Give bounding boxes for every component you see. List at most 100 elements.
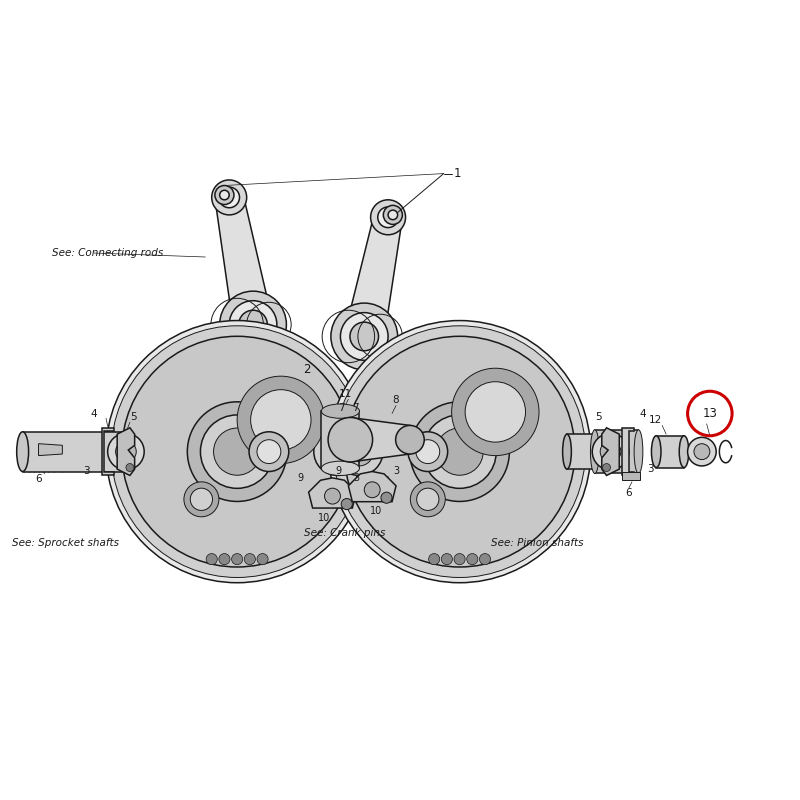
Circle shape xyxy=(370,200,406,234)
Circle shape xyxy=(257,554,268,565)
Ellipse shape xyxy=(17,432,29,471)
Circle shape xyxy=(212,180,246,215)
Ellipse shape xyxy=(328,418,373,462)
Text: 6: 6 xyxy=(626,488,632,498)
Circle shape xyxy=(423,415,496,488)
Circle shape xyxy=(344,336,575,567)
Text: See: Sprocket shafts: See: Sprocket shafts xyxy=(12,538,119,548)
Text: 4: 4 xyxy=(639,409,646,418)
Circle shape xyxy=(214,428,261,475)
Text: 7: 7 xyxy=(352,403,358,413)
Circle shape xyxy=(350,322,378,350)
Circle shape xyxy=(408,432,448,471)
Text: 6: 6 xyxy=(35,474,42,485)
Circle shape xyxy=(215,186,234,205)
Circle shape xyxy=(250,390,311,450)
Polygon shape xyxy=(117,428,134,475)
Circle shape xyxy=(330,444,346,459)
Circle shape xyxy=(436,428,483,475)
Circle shape xyxy=(335,428,383,475)
Circle shape xyxy=(466,554,478,565)
Circle shape xyxy=(378,207,398,228)
Circle shape xyxy=(231,554,242,565)
Circle shape xyxy=(417,488,439,510)
Polygon shape xyxy=(345,214,402,340)
Text: 9: 9 xyxy=(336,466,342,477)
Text: 1: 1 xyxy=(454,167,461,180)
Circle shape xyxy=(341,313,388,360)
Circle shape xyxy=(244,554,255,565)
Circle shape xyxy=(325,488,341,504)
Ellipse shape xyxy=(679,436,689,467)
Circle shape xyxy=(220,291,286,358)
Bar xyxy=(322,411,359,468)
Circle shape xyxy=(442,554,453,565)
Circle shape xyxy=(201,415,274,488)
Ellipse shape xyxy=(322,404,359,418)
Circle shape xyxy=(592,434,629,470)
Text: 12: 12 xyxy=(649,415,662,425)
Circle shape xyxy=(602,463,610,471)
Polygon shape xyxy=(622,471,640,480)
Text: 5: 5 xyxy=(130,412,137,422)
Circle shape xyxy=(229,301,277,348)
Circle shape xyxy=(465,382,526,442)
Text: 4: 4 xyxy=(91,409,98,418)
Circle shape xyxy=(410,482,446,517)
Circle shape xyxy=(334,326,586,578)
Text: 10: 10 xyxy=(370,506,382,516)
Circle shape xyxy=(122,336,353,567)
Ellipse shape xyxy=(618,434,627,469)
Circle shape xyxy=(257,440,281,463)
Ellipse shape xyxy=(651,436,661,467)
Text: See: Connecting rods: See: Connecting rods xyxy=(52,248,163,258)
Circle shape xyxy=(331,303,398,370)
Circle shape xyxy=(219,187,239,208)
Bar xyxy=(567,434,622,469)
Circle shape xyxy=(220,190,229,200)
Circle shape xyxy=(115,442,136,462)
Bar xyxy=(594,430,638,474)
Text: 13: 13 xyxy=(702,407,718,420)
Polygon shape xyxy=(622,428,634,475)
Bar xyxy=(656,436,684,467)
Ellipse shape xyxy=(590,430,599,474)
Polygon shape xyxy=(602,428,619,475)
Polygon shape xyxy=(38,444,62,456)
Circle shape xyxy=(187,402,287,502)
Circle shape xyxy=(219,554,230,565)
Circle shape xyxy=(381,492,392,503)
Circle shape xyxy=(429,554,440,565)
Polygon shape xyxy=(350,418,410,462)
Text: 3: 3 xyxy=(83,466,90,477)
Text: 8: 8 xyxy=(393,395,399,405)
Text: 3: 3 xyxy=(354,473,359,483)
Circle shape xyxy=(388,210,398,220)
Circle shape xyxy=(694,444,710,459)
Ellipse shape xyxy=(322,461,359,475)
Circle shape xyxy=(351,444,367,459)
Ellipse shape xyxy=(396,426,424,454)
Text: 10: 10 xyxy=(318,513,330,522)
Text: 3: 3 xyxy=(393,466,399,477)
Circle shape xyxy=(452,368,539,456)
Circle shape xyxy=(416,440,440,463)
Circle shape xyxy=(184,482,219,517)
Ellipse shape xyxy=(562,434,571,469)
Text: 11: 11 xyxy=(338,389,352,398)
Polygon shape xyxy=(215,194,273,328)
Text: 3: 3 xyxy=(647,464,654,474)
Circle shape xyxy=(342,498,352,510)
Circle shape xyxy=(106,321,368,582)
Circle shape xyxy=(206,554,218,565)
Bar xyxy=(22,432,130,471)
Circle shape xyxy=(111,326,363,578)
Circle shape xyxy=(383,206,402,225)
Circle shape xyxy=(323,438,352,466)
Text: See: Pinion shafts: See: Pinion shafts xyxy=(491,538,584,548)
Circle shape xyxy=(687,438,716,466)
Circle shape xyxy=(108,434,144,470)
Circle shape xyxy=(249,432,289,471)
Text: 7: 7 xyxy=(338,403,345,413)
Circle shape xyxy=(238,310,267,339)
